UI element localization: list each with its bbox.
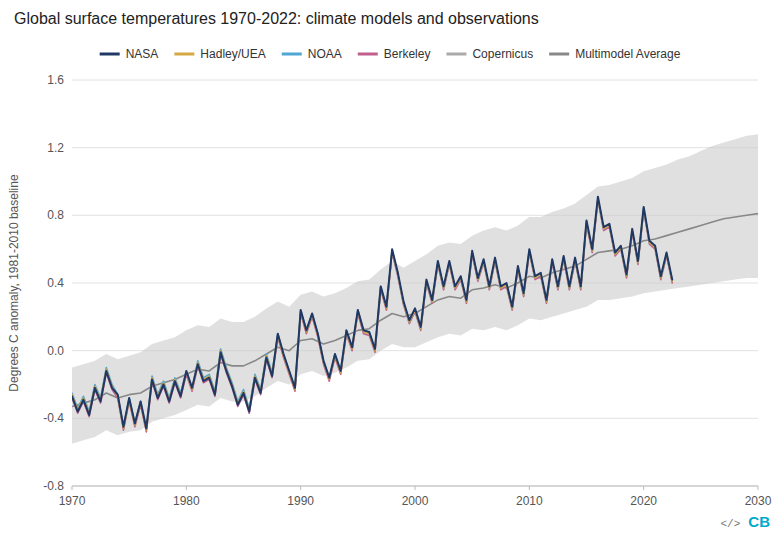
- tick-label: 1970: [59, 494, 86, 508]
- legend-label: Copernicus: [472, 47, 533, 61]
- legend-label: NASA: [126, 47, 159, 61]
- legend-item: NOAA: [282, 47, 342, 61]
- legend-swatch: [100, 53, 120, 56]
- legend-label: Multimodel Average: [575, 47, 680, 61]
- tick-label: 2020: [630, 494, 657, 508]
- tick-label: -0.8: [43, 479, 64, 493]
- tick-mark: [415, 486, 416, 490]
- plot-area: [72, 134, 758, 444]
- tick-label: 2000: [402, 494, 429, 508]
- annotation: CB: [748, 513, 770, 530]
- y-axis: -0.8 -0.4 0.0 0.4 0.8 1.2 1.6: [43, 73, 64, 493]
- tick-mark: [758, 486, 759, 490]
- legend-label: NOAA: [308, 47, 342, 61]
- legend: NASA Hadley/UEA NOAA Berkeley Copernicus Mult…: [100, 47, 681, 61]
- legend-label: Hadley/UEA: [200, 47, 265, 61]
- annotation: </>: [721, 518, 741, 530]
- model-spread: [72, 134, 758, 444]
- title: Global surface temperatures 1970-2022: c…: [14, 10, 539, 27]
- series-line: [72, 200, 672, 432]
- grid-line: [72, 147, 758, 148]
- legend-item: Hadley/UEA: [174, 47, 265, 61]
- legend-item: Multimodel Average: [549, 47, 680, 61]
- legend-label: Berkeley: [384, 47, 431, 61]
- tick-label: 1990: [287, 494, 314, 508]
- tick-label: 2030: [745, 494, 772, 508]
- series-line: [72, 198, 672, 430]
- chart: Global surface temperatures 1970-2022: c…: [0, 0, 780, 533]
- tick-mark: [529, 486, 530, 490]
- legend-swatch: [282, 53, 302, 56]
- tick-label: 0.4: [47, 276, 64, 290]
- tick-label: 2010: [516, 494, 543, 508]
- legend-swatch: [549, 53, 569, 56]
- tick-label: 1980: [173, 494, 200, 508]
- tick-label: -0.4: [43, 411, 64, 425]
- legend-item: Copernicus: [446, 47, 533, 61]
- grid-line: [72, 80, 758, 81]
- series-line: [72, 198, 672, 428]
- grid: [72, 80, 758, 486]
- series-line: [72, 198, 672, 430]
- x-axis: 1970 1980 1990 2000 2010 2020 2030: [59, 486, 772, 508]
- legend-item: NASA: [100, 47, 159, 61]
- legend-swatch: [446, 53, 466, 56]
- tick-mark: [643, 486, 644, 490]
- tick-label: 1.2: [47, 141, 64, 155]
- series-line: [72, 197, 672, 429]
- y-axis-label: Degrees C anomaly, 1981-2010 baseline: [7, 174, 21, 392]
- legend-swatch: [358, 53, 378, 56]
- legend-swatch: [174, 53, 194, 56]
- legend-item: Berkeley: [358, 47, 431, 61]
- tick-mark: [72, 486, 73, 490]
- tick-mark: [300, 486, 301, 490]
- tick-label: 1.6: [47, 73, 64, 87]
- grid-line: [72, 418, 758, 419]
- tick-label: 0.8: [47, 208, 64, 222]
- tick-mark: [186, 486, 187, 490]
- tick-label: 0.0: [47, 344, 64, 358]
